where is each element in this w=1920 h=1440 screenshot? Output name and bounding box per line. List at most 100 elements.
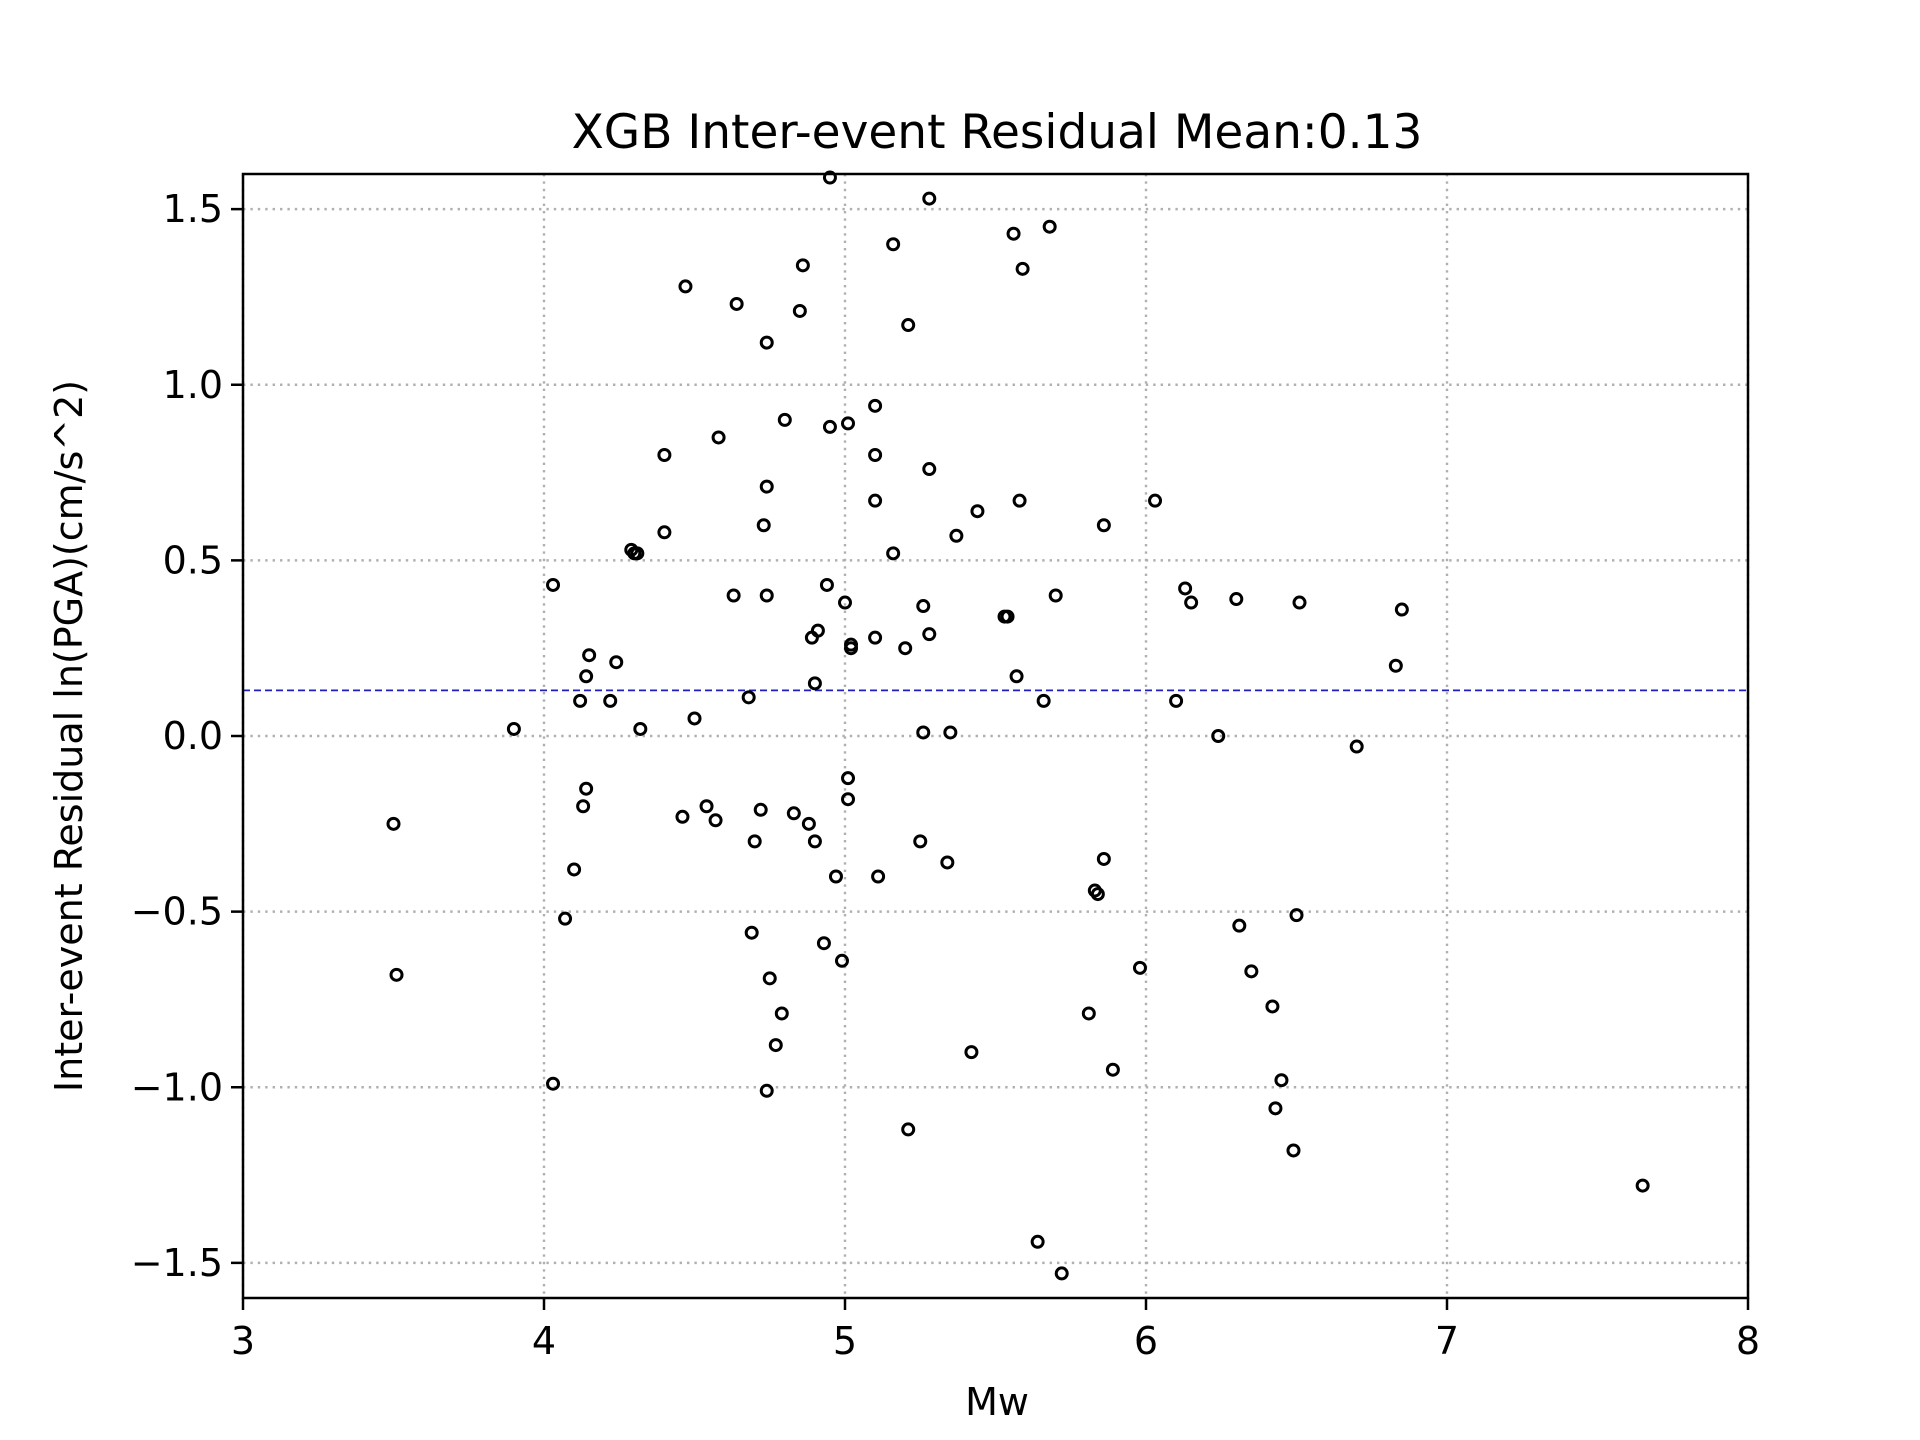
data-point — [1292, 595, 1307, 610]
data-point — [657, 448, 672, 462]
data-point — [1349, 739, 1364, 754]
data-point — [675, 809, 690, 824]
data-point — [582, 648, 597, 663]
y-tick-label: −0.5 — [131, 890, 223, 934]
data-point — [678, 279, 693, 294]
data-point — [841, 792, 856, 807]
data-point — [579, 669, 594, 684]
data-point — [886, 546, 901, 561]
data-point — [753, 802, 768, 817]
data-point — [1096, 851, 1111, 866]
data-point — [964, 1045, 979, 1060]
data-point — [1265, 999, 1280, 1014]
data-point — [1000, 609, 1015, 624]
data-point — [1096, 518, 1111, 533]
data-point — [1132, 960, 1147, 975]
data-point — [711, 430, 726, 445]
data-point — [819, 577, 834, 592]
data-point — [838, 595, 852, 610]
x-tick-label: 6 — [1134, 1319, 1158, 1363]
y-tick-label: 0.0 — [163, 714, 223, 758]
data-point — [1274, 1073, 1289, 1088]
data-point — [1232, 918, 1247, 933]
data-point — [816, 936, 831, 951]
data-point — [970, 504, 985, 519]
data-point — [546, 577, 561, 592]
data-point — [1036, 693, 1051, 708]
data-point — [844, 641, 859, 656]
y-tick-label: 0.5 — [163, 538, 223, 582]
data-point — [759, 335, 774, 350]
data-point — [868, 448, 883, 462]
data-point — [810, 623, 825, 638]
data-point — [1009, 669, 1024, 684]
data-point — [1169, 693, 1184, 708]
data-point — [1030, 1234, 1045, 1249]
data-point — [786, 806, 801, 821]
data-point — [916, 599, 931, 614]
data-point — [922, 462, 937, 477]
data-point — [609, 655, 624, 670]
x-tick-label: 4 — [532, 1319, 556, 1363]
data-point — [1388, 658, 1403, 673]
data-point — [1244, 964, 1259, 979]
data-point — [759, 1083, 774, 1098]
data-point — [822, 419, 837, 434]
data-point — [834, 953, 849, 968]
data-point — [633, 721, 648, 736]
data-point — [1286, 1143, 1301, 1158]
data-point — [871, 869, 886, 884]
data-point — [868, 398, 883, 413]
data-point — [792, 303, 807, 318]
data-points — [386, 170, 1650, 1281]
x-tick-label: 3 — [231, 1319, 255, 1363]
data-point — [916, 725, 931, 740]
data-point — [1015, 261, 1030, 276]
data-point — [940, 855, 955, 870]
data-point — [801, 816, 816, 831]
data-point — [389, 967, 404, 982]
data-point — [841, 416, 856, 431]
data-point — [558, 911, 573, 926]
data-point — [774, 1006, 789, 1021]
data-point — [913, 834, 928, 849]
data-point — [822, 170, 837, 185]
data-point — [741, 690, 756, 705]
data-point — [807, 834, 822, 849]
data-point — [795, 258, 810, 273]
data-point — [657, 525, 672, 540]
y-tick-label: 1.5 — [163, 187, 223, 231]
data-point — [1635, 1178, 1650, 1193]
data-point — [901, 1122, 916, 1137]
x-tick-label: 5 — [833, 1319, 857, 1363]
data-point — [630, 546, 645, 561]
data-point — [949, 528, 964, 543]
data-point — [744, 925, 759, 940]
data-point — [687, 711, 702, 726]
data-point — [1006, 226, 1021, 241]
data-point — [762, 971, 777, 986]
data-point — [747, 834, 762, 849]
data-point — [807, 676, 822, 691]
data-point — [1081, 1006, 1096, 1021]
data-point — [699, 799, 714, 814]
y-axis-label: Inter-event Residual ln(PGA)(cm/s^2) — [47, 380, 91, 1092]
data-point — [1042, 219, 1057, 234]
y-tick-label: −1.5 — [131, 1241, 223, 1285]
data-point — [1211, 729, 1226, 743]
data-point — [886, 237, 901, 252]
data-point — [1048, 588, 1063, 603]
axis-ticks: 3 4 5 6 7 8 −1.5 −1.0 −0.5 0.0 0.5 1.0 1.5 — [131, 187, 1760, 1363]
data-point — [777, 412, 792, 427]
data-point — [579, 781, 594, 796]
data-point — [567, 862, 582, 877]
data-point — [898, 641, 913, 656]
data-point — [768, 1038, 783, 1053]
data-point — [576, 799, 591, 814]
x-tick-label: 8 — [1736, 1319, 1760, 1363]
x-axis-label: Mw — [965, 1380, 1029, 1424]
data-point — [759, 588, 774, 603]
data-point — [1090, 887, 1105, 902]
